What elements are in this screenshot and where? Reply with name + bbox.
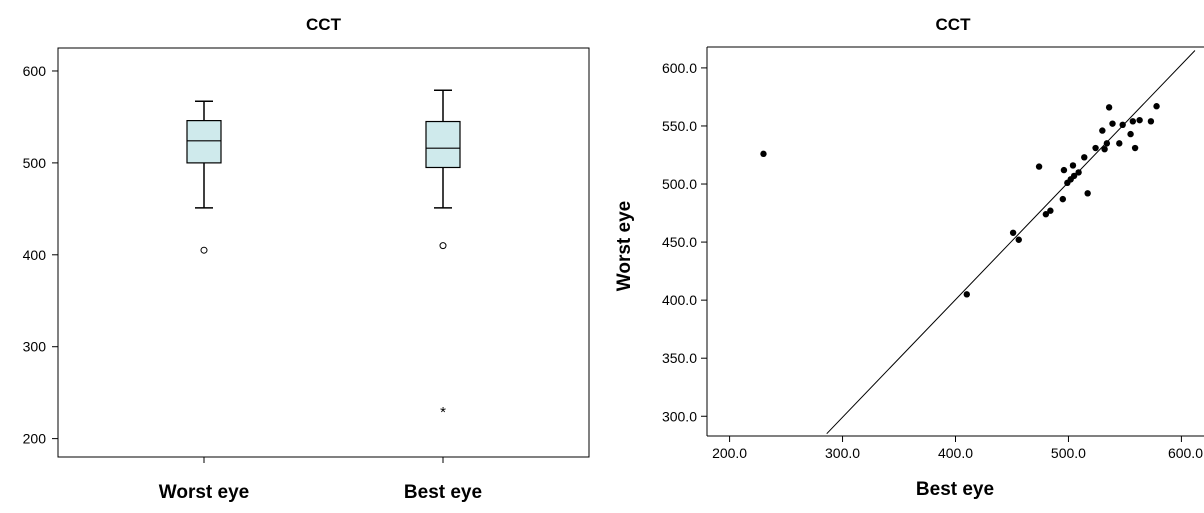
box-plot-panel: CCT 200 300 400 500 600 Worst eye Best eye *: [23, 15, 590, 503]
y-tick-label: 400.0: [662, 292, 697, 308]
y-tick-label: 550.0: [662, 118, 697, 134]
fit-line: [826, 50, 1196, 435]
scatter-point: [1105, 104, 1113, 111]
y-tick-label: 600: [23, 63, 47, 79]
scatter-point: [1015, 236, 1022, 243]
scatter-point: [1060, 166, 1068, 174]
outlier-point: [200, 246, 208, 254]
scatter-plot-panel: CCT 300.0 350.0 400.0 450.0 500.0 550.0 600.0 20…: [614, 15, 1204, 500]
scatter-point: [1147, 118, 1155, 125]
scatter-point: [1153, 103, 1160, 110]
y-tick-label: 200: [23, 431, 47, 447]
scatter-point: [1075, 169, 1082, 176]
scatter-point: [760, 150, 767, 158]
scatter-point: [1035, 163, 1043, 170]
y-tick-label: 400: [23, 247, 47, 263]
iqr-box: [186, 120, 222, 164]
extreme-point: *: [440, 404, 446, 421]
plot-frame: [57, 47, 590, 458]
x-tick-label: 300.0: [825, 445, 860, 461]
scatter-point: [1136, 116, 1143, 124]
outlier-point: [439, 242, 447, 250]
y-tick-label: 300: [23, 339, 47, 355]
scatter-point: [1092, 144, 1099, 152]
scatter-point: [1059, 195, 1067, 203]
scatter-point: [1047, 207, 1054, 214]
scatter-point: [1127, 130, 1134, 138]
x-tick-label: 400.0: [938, 445, 973, 461]
x-tick-label: 500.0: [1051, 445, 1086, 461]
x-category-label: Worst eye: [159, 482, 249, 503]
x-tick-label: 200.0: [712, 445, 747, 461]
y-tick-label: 500.0: [662, 176, 697, 192]
scatter-point: [1109, 120, 1116, 127]
y-tick-label: 600.0: [662, 60, 697, 76]
chart-title: CCT: [936, 15, 972, 34]
scatter-point: [1131, 144, 1139, 152]
y-tick-label: 350.0: [662, 350, 697, 366]
scatter-point: [1009, 229, 1017, 236]
scatter-point: [1069, 162, 1077, 169]
scatter-point: [1129, 118, 1137, 125]
x-tick-label: 600.0: [1168, 445, 1203, 461]
x-category-label: Best eye: [404, 482, 482, 503]
chart-title: CCT: [306, 15, 342, 34]
scatter-point: [1084, 190, 1091, 197]
y-tick-label: 300.0: [662, 408, 697, 424]
y-axis-title: Worst eye: [614, 201, 635, 291]
x-axis-title: Best eye: [916, 479, 994, 500]
scatter-point: [1081, 154, 1088, 161]
scatter-point: [1070, 172, 1078, 180]
scatter-point: [1101, 145, 1108, 153]
scatter-point: [1103, 140, 1111, 147]
scatter-point: [1119, 121, 1126, 128]
y-tick-label: 500: [23, 155, 47, 171]
scatter-point: [1116, 140, 1123, 147]
iqr-box: [425, 120, 461, 169]
scatter-point: [963, 291, 970, 298]
y-tick-label: 450.0: [662, 234, 697, 250]
scatter-point: [1099, 127, 1106, 134]
scatter-point: [1042, 211, 1050, 218]
